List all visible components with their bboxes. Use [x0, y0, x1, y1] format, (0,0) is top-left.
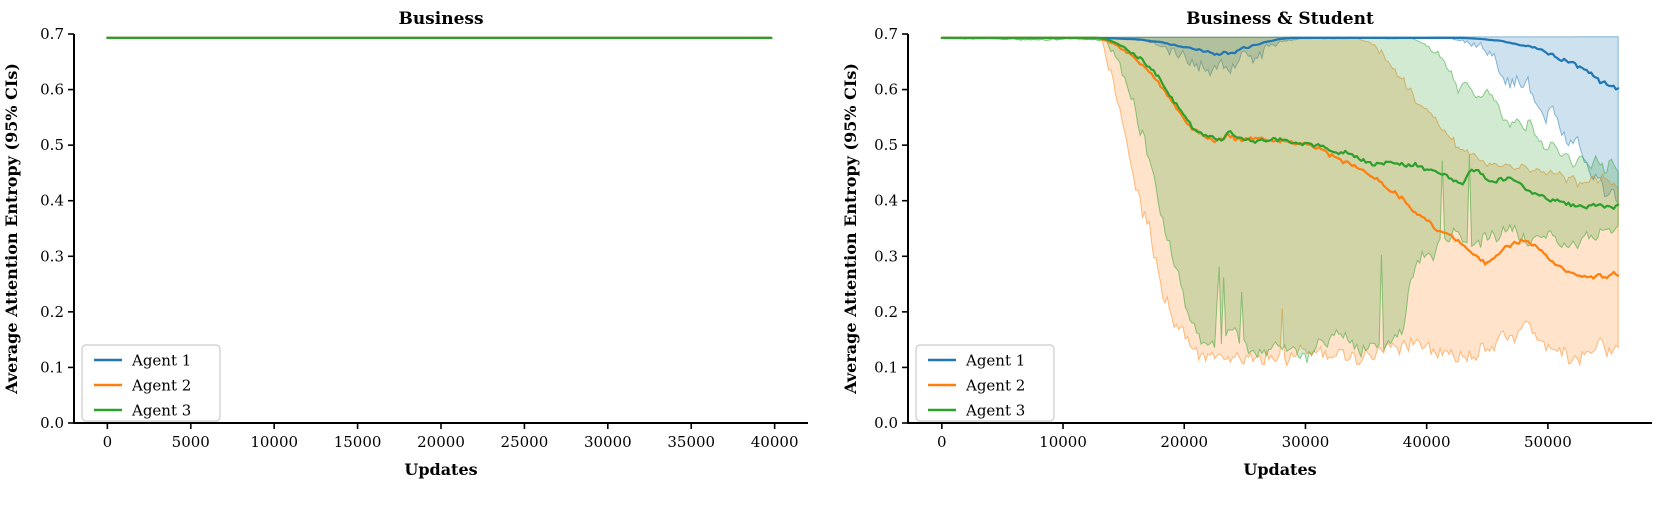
legend: Agent 1 Agent 2 Agent 3	[916, 345, 1054, 421]
y-tick-label: 0.5	[874, 136, 898, 154]
y-tick-label: 0.6	[874, 81, 898, 99]
legend-label: Agent 2	[131, 377, 191, 395]
y-tick-label: 0.3	[40, 247, 64, 265]
ci-bands	[942, 37, 1618, 366]
legend-label: Agent 1	[965, 352, 1025, 370]
y-tick-label: 0.0	[874, 414, 898, 432]
y-tick-label: 0.4	[40, 192, 64, 210]
legend-label: Agent 3	[965, 402, 1025, 420]
legend-label: Agent 3	[131, 402, 191, 420]
business-chart-svg: 0 5000 10000 15000 20000 25000 30000 35000 40000…	[0, 0, 830, 508]
business-student-chart-svg: 0 10000 20000 30000 40000 50000 0.0 0.1 0.2 0.3 0.…	[830, 0, 1660, 508]
x-tick-label: 15000	[334, 433, 382, 451]
x-axis-label: Updates	[404, 460, 477, 479]
x-tick-label: 40000	[1403, 433, 1451, 451]
x-tick-label: 25000	[501, 433, 549, 451]
y-tick-label: 0.2	[874, 303, 898, 321]
x-tick-label: 40000	[751, 433, 799, 451]
x-tick-label: 30000	[584, 433, 632, 451]
x-tick-label: 20000	[417, 433, 465, 451]
legend: Agent 1 Agent 2 Agent 3	[82, 345, 220, 421]
y-tick-label: 0.3	[874, 247, 898, 265]
y-tick-label: 0.6	[40, 81, 64, 99]
x-tick-label: 35000	[667, 433, 715, 451]
legend-label: Agent 2	[965, 377, 1025, 395]
y-axis-label: Average Attention Entropy (95% CIs)	[841, 63, 860, 395]
chart-title: Business & Student	[1186, 9, 1374, 29]
x-tick-label: 50000	[1524, 433, 1572, 451]
x-tick-label: 10000	[250, 433, 298, 451]
chart-business: 0 5000 10000 15000 20000 25000 30000 35000 40000…	[0, 0, 830, 508]
x-tick-label: 0	[937, 433, 947, 451]
y-tick-label: 0.7	[40, 25, 64, 43]
x-axis-label: Updates	[1243, 460, 1316, 479]
chart-business-student: 0 10000 20000 30000 40000 50000 0.0 0.1 0.2 0.3 0.…	[830, 0, 1660, 508]
y-tick-label: 0.7	[874, 25, 898, 43]
y-tick-label: 0.4	[874, 192, 898, 210]
y-axis-label: Average Attention Entropy (95% CIs)	[2, 63, 21, 395]
y-tick-label: 0.2	[40, 303, 64, 321]
legend-label: Agent 1	[131, 352, 191, 370]
y-tick-label: 0.1	[874, 358, 898, 376]
x-tick-label: 5000	[172, 433, 210, 451]
x-tick-label: 0	[103, 433, 113, 451]
x-tick-label: 30000	[1282, 433, 1330, 451]
chart-title: Business	[398, 9, 483, 29]
x-tick-label: 10000	[1039, 433, 1087, 451]
x-tick-label: 20000	[1160, 433, 1208, 451]
y-tick-label: 0.1	[40, 358, 64, 376]
y-tick-label: 0.0	[40, 414, 64, 432]
y-tick-label: 0.5	[40, 136, 64, 154]
